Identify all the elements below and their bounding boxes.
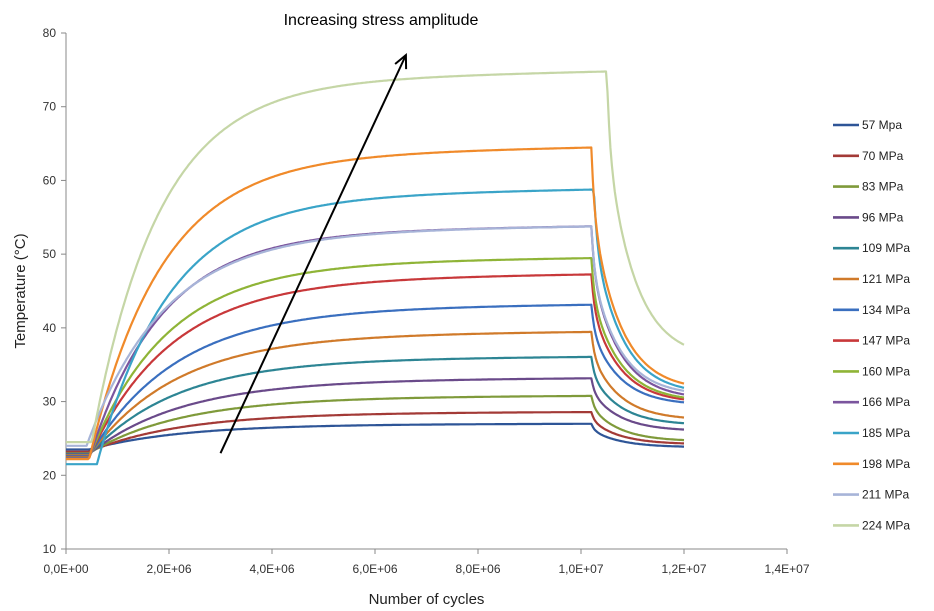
annotation-arrowhead [394, 53, 408, 70]
y-ticks: 10 20 30 40 50 60 70 80 [43, 26, 66, 556]
legend-label: 224 MPa [862, 518, 910, 532]
y-tick-label: 70 [43, 100, 57, 114]
annotation-arrow [219, 54, 407, 454]
annotation-text: Increasing stress amplitude [284, 12, 479, 29]
series-line-57-mpa [66, 422, 684, 451]
y-tick-label: 50 [43, 247, 57, 261]
series-lines [66, 70, 685, 466]
legend-label: 160 MPa [862, 364, 910, 378]
series-line-96-mpa [66, 377, 684, 455]
series-line-134-mpa [66, 303, 685, 458]
x-tick-label: 4,0E+06 [249, 562, 294, 576]
legend: 57 Mpa 70 MPa 83 MPa 96 MPa 109 MPa 121 MPa 13… [833, 118, 910, 532]
legend-label: 198 MPa [862, 457, 910, 471]
legend-label: 121 MPa [862, 272, 910, 286]
series-line-160-mpa [66, 257, 685, 459]
x-tick-label: 1,0E+07 [558, 562, 603, 576]
y-tick-label: 30 [43, 395, 57, 409]
x-axis-title: Number of cycles [369, 591, 485, 608]
legend-label: 83 MPa [862, 180, 904, 194]
y-axis-title: Temperature (°C) [12, 233, 29, 348]
series-line-198-mpa [66, 146, 685, 461]
x-ticks: 0,0E+00 2,0E+06 4,0E+06 6,0E+06 8,0E+06 1,0E+… [43, 549, 810, 576]
series-line-211-mpa [66, 225, 685, 447]
legend-label: 147 MPa [862, 334, 910, 348]
legend-label: 70 MPa [862, 149, 904, 163]
legend-label: 185 MPa [862, 426, 910, 440]
series-line-121-mpa [66, 330, 685, 457]
legend-label: 166 MPa [862, 395, 910, 409]
annotation: Increasing stress amplitude [219, 12, 479, 454]
series-line-147-mpa [66, 273, 685, 458]
legend-label: 211 MPa [862, 488, 909, 502]
axes [65, 33, 787, 550]
legend-label: 96 MPa [862, 210, 904, 224]
x-tick-label: 1,2E+07 [661, 562, 706, 576]
series-line-83-mpa [66, 394, 685, 455]
series-line-185-mpa [66, 188, 685, 466]
legend-label: 134 MPa [862, 303, 910, 317]
y-tick-label: 10 [43, 542, 57, 556]
x-tick-label: 8,0E+06 [455, 562, 500, 576]
x-tick-label: 1,4E+07 [764, 562, 809, 576]
series-line-224-mpa [66, 70, 685, 444]
x-tick-label: 2,0E+06 [146, 562, 191, 576]
y-tick-label: 40 [43, 321, 57, 335]
series-line-109-mpa [66, 355, 685, 456]
legend-label: 57 Mpa [862, 118, 902, 132]
y-tick-label: 20 [43, 468, 57, 482]
y-tick-label: 80 [43, 26, 57, 40]
x-tick-label: 6,0E+06 [352, 562, 397, 576]
series-line-70-mpa [66, 411, 684, 453]
legend-label: 109 MPa [862, 241, 910, 255]
x-tick-label: 0,0E+00 [43, 562, 88, 576]
y-tick-label: 60 [43, 173, 57, 187]
